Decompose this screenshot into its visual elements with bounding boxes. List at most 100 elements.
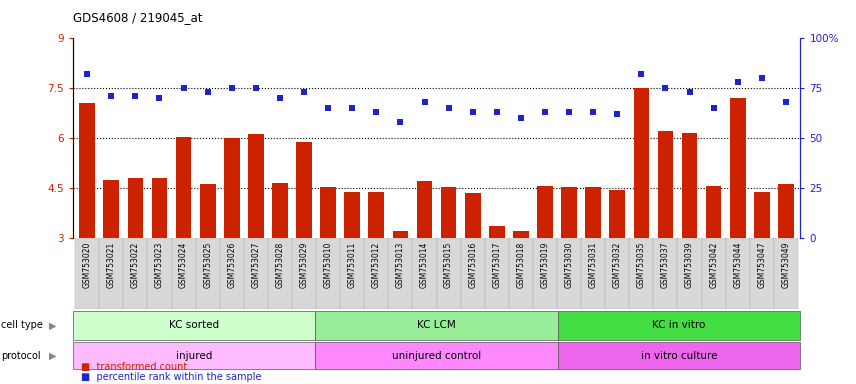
Text: GSM753019: GSM753019: [540, 242, 550, 288]
Bar: [220, 238, 244, 309]
Text: ▶: ▶: [49, 351, 56, 361]
Text: GSM753035: GSM753035: [637, 242, 645, 288]
Bar: [320, 187, 336, 238]
Text: GSM753020: GSM753020: [83, 242, 92, 288]
Bar: [316, 238, 340, 309]
Bar: [681, 133, 698, 238]
Text: injured: injured: [175, 351, 212, 361]
Bar: [633, 88, 649, 238]
Bar: [484, 238, 508, 309]
Bar: [199, 184, 216, 238]
Point: [466, 109, 479, 115]
Text: GSM753042: GSM753042: [709, 242, 718, 288]
Text: cell type: cell type: [1, 320, 43, 331]
Text: GSM753029: GSM753029: [300, 242, 308, 288]
Bar: [581, 238, 605, 309]
Text: GDS4608 / 219045_at: GDS4608 / 219045_at: [73, 12, 202, 25]
Point: [176, 85, 190, 91]
Text: GSM753037: GSM753037: [661, 242, 670, 288]
Point: [634, 71, 648, 78]
Bar: [465, 193, 480, 238]
Text: GSM753047: GSM753047: [758, 242, 766, 288]
Point: [104, 93, 118, 99]
Point: [683, 89, 697, 95]
Point: [538, 109, 552, 115]
Text: GSM753028: GSM753028: [276, 242, 284, 288]
Bar: [368, 192, 384, 238]
Point: [514, 115, 528, 121]
Bar: [244, 238, 268, 309]
Bar: [268, 238, 292, 309]
Point: [152, 95, 166, 101]
Point: [201, 89, 215, 95]
Text: GSM753023: GSM753023: [155, 242, 164, 288]
Text: GSM753039: GSM753039: [685, 242, 694, 288]
Point: [128, 93, 142, 99]
Bar: [513, 231, 529, 238]
Point: [490, 109, 503, 115]
Text: GSM753032: GSM753032: [613, 242, 621, 288]
Bar: [248, 134, 264, 238]
Point: [225, 85, 239, 91]
Bar: [437, 238, 461, 309]
Bar: [657, 131, 674, 238]
Text: GSM753021: GSM753021: [107, 242, 116, 288]
Bar: [508, 238, 533, 309]
Point: [273, 95, 287, 101]
Bar: [609, 190, 625, 238]
Bar: [128, 177, 143, 238]
Bar: [629, 238, 653, 309]
Bar: [533, 238, 557, 309]
Text: GSM753030: GSM753030: [565, 242, 574, 288]
Point: [610, 111, 624, 118]
Bar: [344, 192, 360, 238]
Point: [370, 109, 383, 115]
Bar: [605, 238, 629, 309]
Text: GSM753044: GSM753044: [734, 242, 742, 288]
Bar: [750, 238, 774, 309]
Bar: [586, 187, 601, 238]
Text: ▶: ▶: [49, 320, 56, 331]
Point: [80, 71, 94, 78]
Bar: [774, 238, 798, 309]
Text: GSM753014: GSM753014: [420, 242, 429, 288]
Text: GSM753016: GSM753016: [468, 242, 477, 288]
Text: GSM753024: GSM753024: [179, 242, 188, 288]
Text: GSM753026: GSM753026: [228, 242, 236, 288]
Text: GSM753017: GSM753017: [492, 242, 502, 288]
Text: KC in vitro: KC in vitro: [652, 320, 706, 331]
Bar: [754, 192, 770, 238]
Bar: [417, 181, 432, 238]
Point: [779, 99, 793, 105]
Text: uninjured control: uninjured control: [392, 351, 481, 361]
Bar: [706, 187, 722, 238]
Point: [562, 109, 576, 115]
Text: GSM753018: GSM753018: [516, 242, 526, 288]
Bar: [196, 238, 220, 309]
Bar: [778, 184, 794, 238]
Point: [442, 105, 455, 111]
Bar: [80, 103, 95, 238]
Bar: [365, 238, 389, 309]
Bar: [389, 238, 413, 309]
Bar: [99, 238, 123, 309]
Bar: [562, 187, 577, 238]
Bar: [104, 180, 119, 238]
Bar: [224, 137, 240, 238]
Text: GSM753025: GSM753025: [203, 242, 212, 288]
Bar: [441, 187, 456, 238]
Bar: [726, 238, 750, 309]
Text: GSM753010: GSM753010: [324, 242, 333, 288]
Bar: [75, 238, 99, 309]
Point: [586, 109, 600, 115]
Text: GSM753012: GSM753012: [372, 242, 381, 288]
Text: KC LCM: KC LCM: [417, 320, 456, 331]
Bar: [538, 187, 553, 238]
Text: GSM753027: GSM753027: [252, 242, 260, 288]
Point: [418, 99, 431, 105]
Text: GSM753015: GSM753015: [444, 242, 453, 288]
Text: GSM753013: GSM753013: [396, 242, 405, 288]
Text: GSM753011: GSM753011: [348, 242, 357, 288]
Bar: [702, 238, 726, 309]
Bar: [152, 177, 167, 238]
